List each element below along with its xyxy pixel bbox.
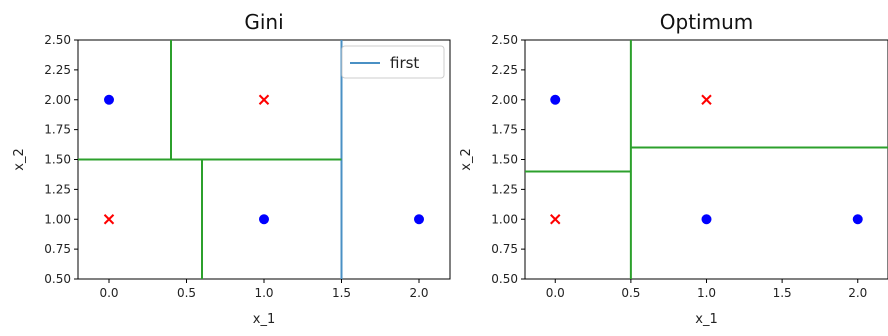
y-tick-label: 1.00 bbox=[491, 212, 518, 226]
y-tick-label: 0.75 bbox=[44, 242, 71, 256]
y-tick-label: 1.00 bbox=[44, 212, 71, 226]
y-axis-label: x_2 bbox=[12, 148, 27, 170]
y-tick-label: 2.00 bbox=[44, 93, 71, 107]
chart-title: Optimum bbox=[660, 10, 753, 34]
scatter-point-cross bbox=[701, 94, 712, 105]
x-tick-label: 2.0 bbox=[848, 286, 867, 300]
cross-stroke bbox=[103, 214, 115, 225]
x-tick-label: 1.5 bbox=[332, 286, 351, 300]
x-tick-label: 0.0 bbox=[546, 286, 565, 300]
scatter-point-circle bbox=[701, 214, 712, 225]
scatter-point-circle bbox=[414, 214, 424, 225]
scatter-point-cross bbox=[550, 214, 561, 225]
legend: first bbox=[341, 45, 445, 79]
y-tick-label: 2.25 bbox=[491, 63, 518, 77]
y-tick-label: 1.50 bbox=[44, 153, 71, 167]
y-axis-label: x_2 bbox=[459, 148, 474, 170]
chart-title: Gini bbox=[244, 10, 283, 34]
x-tick-label: 0.5 bbox=[621, 286, 640, 300]
legend-label: first bbox=[390, 54, 419, 72]
scatter-point-circle bbox=[104, 94, 114, 105]
y-tick-label: 1.50 bbox=[491, 153, 518, 167]
scatter-point-circle bbox=[259, 214, 269, 225]
scatter-point-circle bbox=[852, 214, 863, 225]
chart-panel-1: 0.0 0.5 1.0 1.5 2.0 0.50 0.75 1.00 1.25 1.50 1.75 2… bbox=[12, 10, 451, 327]
y-tick-label: 1.25 bbox=[44, 182, 71, 196]
x-axis-label: x_1 bbox=[695, 312, 717, 327]
cross-stroke bbox=[701, 94, 712, 105]
x-tick-label: 1.0 bbox=[254, 286, 273, 300]
y-tick-label: 2.50 bbox=[491, 33, 518, 47]
x-tick-label: 1.5 bbox=[773, 286, 792, 300]
x-tick-label: 1.0 bbox=[697, 286, 716, 300]
cross-stroke bbox=[258, 94, 270, 105]
x-tick-label: 0.0 bbox=[99, 286, 118, 300]
scatter-point-circle bbox=[550, 94, 561, 105]
y-tick-label: 0.50 bbox=[44, 272, 71, 286]
chart-panel-2: 0.0 0.5 1.0 1.5 2.0 0.50 0.75 1.00 1.25 1.50 1.75 2… bbox=[459, 10, 888, 327]
scatter-point-cross bbox=[258, 94, 270, 105]
legend-box bbox=[341, 45, 445, 79]
y-tick-label: 1.75 bbox=[44, 123, 71, 137]
scatter-point-cross bbox=[103, 214, 115, 225]
y-tick-label: 2.00 bbox=[491, 93, 518, 107]
cross-stroke bbox=[550, 214, 561, 225]
x-tick-label: 2.0 bbox=[409, 286, 428, 300]
x-axis-label: x_1 bbox=[253, 312, 275, 327]
y-tick-label: 0.75 bbox=[491, 242, 518, 256]
x-tick-label: 0.5 bbox=[177, 286, 196, 300]
y-tick-label: 2.50 bbox=[44, 33, 71, 47]
y-tick-label: 1.25 bbox=[491, 182, 518, 196]
y-tick-label: 2.25 bbox=[44, 63, 71, 77]
y-tick-label: 1.75 bbox=[491, 123, 518, 137]
y-tick-label: 0.50 bbox=[491, 272, 518, 286]
plot-area bbox=[524, 39, 888, 280]
